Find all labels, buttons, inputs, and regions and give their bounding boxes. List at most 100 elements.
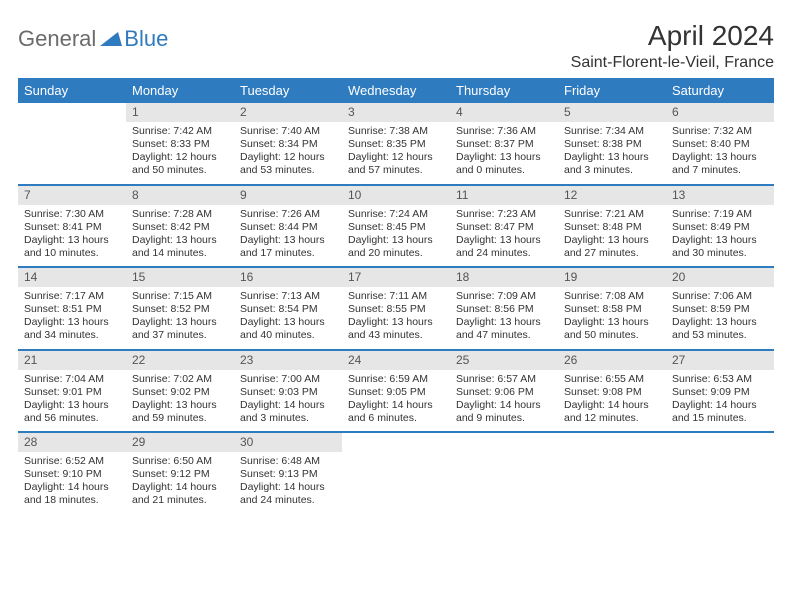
daylight-text: Daylight: 13 hours bbox=[456, 151, 552, 164]
sunrise-text: Sunrise: 7:19 AM bbox=[672, 208, 768, 221]
calendar-cell: . bbox=[342, 432, 450, 514]
sunrise-text: Sunrise: 6:57 AM bbox=[456, 373, 552, 386]
calendar-cell: 11Sunrise: 7:23 AMSunset: 8:47 PMDayligh… bbox=[450, 185, 558, 268]
weekday-header: Monday bbox=[126, 78, 234, 103]
sunset-text: Sunset: 9:03 PM bbox=[240, 386, 336, 399]
daylight-text: and 20 minutes. bbox=[348, 247, 444, 260]
daylight-text: Daylight: 13 hours bbox=[672, 316, 768, 329]
sunset-text: Sunset: 8:40 PM bbox=[672, 138, 768, 151]
calendar-cell: 22Sunrise: 7:02 AMSunset: 9:02 PMDayligh… bbox=[126, 350, 234, 433]
daylight-text: Daylight: 14 hours bbox=[564, 399, 660, 412]
calendar-cell: . bbox=[450, 432, 558, 514]
day-number: 26 bbox=[558, 351, 666, 370]
day-body: Sunrise: 7:42 AMSunset: 8:33 PMDaylight:… bbox=[126, 122, 234, 184]
calendar-cell: 6Sunrise: 7:32 AMSunset: 8:40 PMDaylight… bbox=[666, 103, 774, 185]
weekday-header: Tuesday bbox=[234, 78, 342, 103]
sunset-text: Sunset: 8:45 PM bbox=[348, 221, 444, 234]
sunset-text: Sunset: 8:59 PM bbox=[672, 303, 768, 316]
calendar-cell: . bbox=[666, 432, 774, 514]
daylight-text: and 30 minutes. bbox=[672, 247, 768, 260]
sunrise-text: Sunrise: 7:08 AM bbox=[564, 290, 660, 303]
day-number: 28 bbox=[18, 433, 126, 452]
day-body: Sunrise: 7:09 AMSunset: 8:56 PMDaylight:… bbox=[450, 287, 558, 349]
daylight-text: and 43 minutes. bbox=[348, 329, 444, 342]
calendar-cell: 28Sunrise: 6:52 AMSunset: 9:10 PMDayligh… bbox=[18, 432, 126, 514]
sunrise-text: Sunrise: 7:38 AM bbox=[348, 125, 444, 138]
sunset-text: Sunset: 8:48 PM bbox=[564, 221, 660, 234]
daylight-text: and 6 minutes. bbox=[348, 412, 444, 425]
weekday-header: Friday bbox=[558, 78, 666, 103]
daylight-text: Daylight: 13 hours bbox=[564, 316, 660, 329]
sunrise-text: Sunrise: 7:15 AM bbox=[132, 290, 228, 303]
daylight-text: Daylight: 13 hours bbox=[456, 234, 552, 247]
day-number: 8 bbox=[126, 186, 234, 205]
sunrise-text: Sunrise: 7:30 AM bbox=[24, 208, 120, 221]
sunset-text: Sunset: 8:55 PM bbox=[348, 303, 444, 316]
daylight-text: and 7 minutes. bbox=[672, 164, 768, 177]
day-body: Sunrise: 7:08 AMSunset: 8:58 PMDaylight:… bbox=[558, 287, 666, 349]
daylight-text: Daylight: 13 hours bbox=[348, 316, 444, 329]
daylight-text: Daylight: 13 hours bbox=[672, 234, 768, 247]
logo-text-general: General bbox=[18, 26, 96, 52]
calendar-cell: 26Sunrise: 6:55 AMSunset: 9:08 PMDayligh… bbox=[558, 350, 666, 433]
sunset-text: Sunset: 8:38 PM bbox=[564, 138, 660, 151]
day-number: 27 bbox=[666, 351, 774, 370]
calendar-cell: 23Sunrise: 7:00 AMSunset: 9:03 PMDayligh… bbox=[234, 350, 342, 433]
daylight-text: Daylight: 12 hours bbox=[240, 151, 336, 164]
daylight-text: Daylight: 13 hours bbox=[348, 234, 444, 247]
day-body: Sunrise: 7:34 AMSunset: 8:38 PMDaylight:… bbox=[558, 122, 666, 184]
daylight-text: Daylight: 12 hours bbox=[348, 151, 444, 164]
weekday-header: Sunday bbox=[18, 78, 126, 103]
day-number: 2 bbox=[234, 103, 342, 122]
day-body: Sunrise: 7:40 AMSunset: 8:34 PMDaylight:… bbox=[234, 122, 342, 184]
weekday-header: Wednesday bbox=[342, 78, 450, 103]
calendar-cell: 7Sunrise: 7:30 AMSunset: 8:41 PMDaylight… bbox=[18, 185, 126, 268]
day-body: Sunrise: 6:50 AMSunset: 9:12 PMDaylight:… bbox=[126, 452, 234, 514]
logo-triangle-icon bbox=[100, 28, 122, 51]
day-body: Sunrise: 7:13 AMSunset: 8:54 PMDaylight:… bbox=[234, 287, 342, 349]
daylight-text: Daylight: 14 hours bbox=[456, 399, 552, 412]
day-body: Sunrise: 7:17 AMSunset: 8:51 PMDaylight:… bbox=[18, 287, 126, 349]
sunrise-text: Sunrise: 6:52 AM bbox=[24, 455, 120, 468]
day-body: Sunrise: 7:26 AMSunset: 8:44 PMDaylight:… bbox=[234, 205, 342, 267]
day-number: 11 bbox=[450, 186, 558, 205]
day-number: 21 bbox=[18, 351, 126, 370]
day-number: 3 bbox=[342, 103, 450, 122]
daylight-text: Daylight: 14 hours bbox=[240, 399, 336, 412]
calendar-cell: 10Sunrise: 7:24 AMSunset: 8:45 PMDayligh… bbox=[342, 185, 450, 268]
daylight-text: Daylight: 13 hours bbox=[240, 234, 336, 247]
day-number: 12 bbox=[558, 186, 666, 205]
sunrise-text: Sunrise: 6:48 AM bbox=[240, 455, 336, 468]
day-body: Sunrise: 7:21 AMSunset: 8:48 PMDaylight:… bbox=[558, 205, 666, 267]
calendar-cell: 9Sunrise: 7:26 AMSunset: 8:44 PMDaylight… bbox=[234, 185, 342, 268]
daylight-text: and 59 minutes. bbox=[132, 412, 228, 425]
daylight-text: Daylight: 13 hours bbox=[132, 399, 228, 412]
daylight-text: and 17 minutes. bbox=[240, 247, 336, 260]
calendar-cell: 14Sunrise: 7:17 AMSunset: 8:51 PMDayligh… bbox=[18, 267, 126, 350]
day-number: 20 bbox=[666, 268, 774, 287]
sunrise-text: Sunrise: 7:13 AM bbox=[240, 290, 336, 303]
daylight-text: and 12 minutes. bbox=[564, 412, 660, 425]
day-number: 15 bbox=[126, 268, 234, 287]
sunset-text: Sunset: 8:44 PM bbox=[240, 221, 336, 234]
sunrise-text: Sunrise: 6:59 AM bbox=[348, 373, 444, 386]
daylight-text: and 3 minutes. bbox=[240, 412, 336, 425]
day-body: Sunrise: 6:52 AMSunset: 9:10 PMDaylight:… bbox=[18, 452, 126, 514]
daylight-text: and 37 minutes. bbox=[132, 329, 228, 342]
calendar-row: 14Sunrise: 7:17 AMSunset: 8:51 PMDayligh… bbox=[18, 267, 774, 350]
sunrise-text: Sunrise: 6:55 AM bbox=[564, 373, 660, 386]
sunset-text: Sunset: 9:02 PM bbox=[132, 386, 228, 399]
daylight-text: and 57 minutes. bbox=[348, 164, 444, 177]
sunrise-text: Sunrise: 7:42 AM bbox=[132, 125, 228, 138]
daylight-text: and 47 minutes. bbox=[456, 329, 552, 342]
header: General Blue April 2024 Saint-Florent-le… bbox=[18, 20, 774, 72]
calendar-cell: 18Sunrise: 7:09 AMSunset: 8:56 PMDayligh… bbox=[450, 267, 558, 350]
calendar-cell: . bbox=[558, 432, 666, 514]
sunset-text: Sunset: 9:05 PM bbox=[348, 386, 444, 399]
weekday-header: Thursday bbox=[450, 78, 558, 103]
day-body: Sunrise: 6:55 AMSunset: 9:08 PMDaylight:… bbox=[558, 370, 666, 432]
daylight-text: Daylight: 13 hours bbox=[24, 399, 120, 412]
daylight-text: Daylight: 13 hours bbox=[240, 316, 336, 329]
day-number: 19 bbox=[558, 268, 666, 287]
day-number: 13 bbox=[666, 186, 774, 205]
